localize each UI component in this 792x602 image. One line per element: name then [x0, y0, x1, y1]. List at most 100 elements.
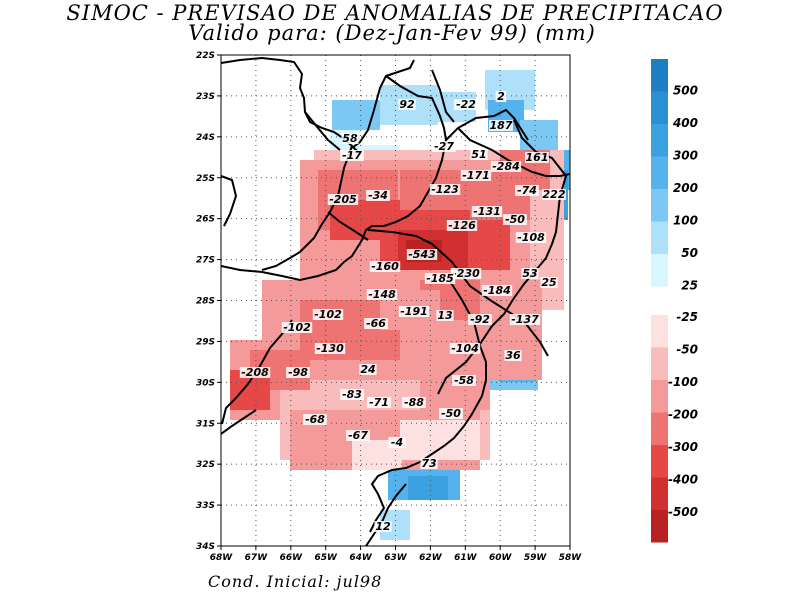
anomaly-patch — [408, 476, 448, 500]
contour-value: 36 — [505, 349, 521, 362]
contour-label: -126 — [446, 219, 478, 232]
contour-label: -102 — [281, 321, 313, 334]
contour-label: -208 — [239, 366, 271, 379]
contour-value: 222 — [543, 188, 566, 201]
contour-label: -88 — [402, 396, 426, 409]
axis-ticks: 22S23S24S25S26S27S28S29S30S31S32S33S34S6… — [196, 51, 582, 563]
lon-tick-label: 68W — [210, 553, 234, 563]
contour-label: -17 — [340, 149, 364, 162]
contour-label-bg — [239, 367, 271, 378]
contour-label: -67 — [346, 429, 370, 442]
lat-tick-label: 25S — [196, 174, 215, 184]
contour-label: -22 — [454, 98, 478, 111]
contour-label: -137 — [509, 313, 541, 326]
lat-tick-label: 29S — [196, 337, 215, 347]
legend-label-negative: -500 — [668, 505, 698, 519]
contour-label-bg — [406, 249, 438, 260]
contour-value: -160 — [371, 260, 399, 273]
contour-value: -58 — [454, 374, 474, 387]
contour-label: -66 — [364, 317, 388, 330]
contour-label-bg — [436, 310, 454, 321]
border-paraguay-river — [221, 139, 447, 282]
contour-label-bg — [515, 185, 539, 196]
contour-label: 36 — [504, 349, 522, 362]
contour-label-bg — [388, 437, 406, 448]
contour-value: -67 — [348, 429, 368, 442]
initial-condition-label: Cond. Inicial: jul98 — [208, 572, 383, 591]
contour-label-bg — [346, 430, 370, 441]
contour-label-bg — [314, 343, 346, 354]
legend-label-negative: -200 — [668, 408, 698, 422]
legend-swatch-negative — [651, 315, 668, 348]
contour-label-bg — [429, 184, 461, 195]
contour-label-bg — [367, 397, 391, 408]
contour-value: -191 — [400, 305, 428, 318]
contour-value: -66 — [366, 317, 386, 330]
contour-value: -131 — [473, 205, 501, 218]
contour-label-bg — [374, 521, 392, 532]
contour-label: -4 — [388, 436, 406, 449]
contour-value: 161 — [526, 151, 549, 164]
legend-label-positive: 50 — [681, 246, 698, 260]
contour-label: 222 — [542, 188, 566, 201]
contour-label: -191 — [398, 305, 430, 318]
contour-label: 51 — [470, 148, 488, 161]
contour-value: -17 — [342, 149, 362, 162]
contour-label: 13 — [436, 309, 454, 322]
contour-value: 187 — [490, 119, 513, 132]
contour-value: 2 — [497, 90, 505, 103]
contour-value: -102 — [314, 308, 342, 321]
legend-swatch-negative — [651, 412, 668, 445]
contour-value: -50 — [441, 407, 461, 420]
contour-label-bg — [312, 309, 344, 320]
contour-value: -205 — [329, 193, 357, 206]
contour-value: -108 — [517, 231, 545, 244]
contour-value: -88 — [404, 396, 424, 409]
contour-value: -4 — [391, 436, 403, 449]
contour-value: -171 — [462, 169, 490, 182]
contour-value: -83 — [342, 388, 362, 401]
contour-value: -208 — [241, 366, 269, 379]
border-argentina-chile-north — [221, 56, 359, 153]
contour-value: -27 — [434, 140, 454, 153]
contour-label: -171 — [460, 169, 492, 182]
contour-value: 58 — [342, 132, 358, 145]
contour-value: -98 — [288, 366, 308, 379]
border-bolivia-paraguay — [431, 69, 455, 123]
contour-label-bg — [366, 190, 390, 201]
contour-value: 53 — [522, 267, 538, 280]
contour-label: -34 — [366, 189, 390, 202]
contour-label: -230 — [450, 267, 482, 280]
border-bolivia-argentina — [304, 111, 341, 151]
map-title: SIMOC - PREVISAO DE ANOMALIAS DE PRECIPI… — [66, 1, 724, 25]
lat-tick-label: 24S — [196, 133, 215, 143]
contour-label-bg — [489, 120, 513, 131]
anomaly-patch — [400, 420, 480, 460]
lat-tick-label: 33S — [196, 501, 215, 511]
lat-tick-label: 26S — [196, 215, 215, 225]
lon-tick-label: 62W — [419, 553, 443, 563]
contour-label-bg — [495, 91, 507, 102]
legend-swatch-negative — [651, 510, 668, 543]
lon-tick-label: 58W — [559, 553, 583, 563]
contour-label-bg — [432, 141, 456, 152]
contour-label-bg — [521, 268, 539, 279]
lon-tick-label: 63W — [384, 553, 408, 563]
contour-label-bg — [341, 133, 359, 144]
contour-value: -104 — [451, 342, 479, 355]
legend-label-negative: -100 — [668, 375, 698, 389]
contour-label-bg — [452, 375, 476, 386]
contour-label: -92 — [468, 313, 492, 326]
contour-label: -71 — [367, 396, 391, 409]
legend-swatch-positive — [651, 124, 668, 157]
legend-swatch-negative — [651, 477, 668, 510]
border-argentina-inner — [327, 211, 369, 241]
lon-tick-label: 67W — [245, 553, 269, 563]
contour-label-bg — [481, 285, 513, 296]
legend-label-negative: -300 — [668, 440, 698, 454]
legend-label-negative: -25 — [676, 310, 698, 324]
contour-label: 92 — [398, 98, 416, 111]
legend-swatch-negative — [651, 347, 668, 380]
contour-label-layer: 92 -22 2 187 58 -17 -27 51 -284 161 -171 -74 222 -205… — [239, 90, 566, 533]
